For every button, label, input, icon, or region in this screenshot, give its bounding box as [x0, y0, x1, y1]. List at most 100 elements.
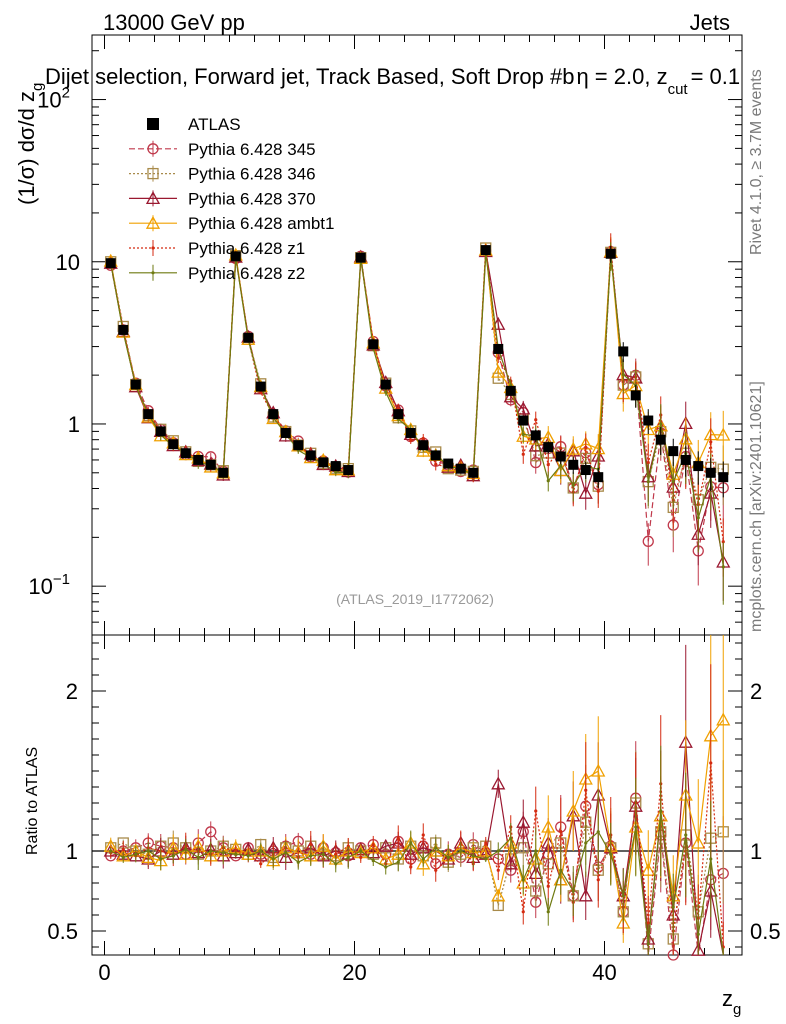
- ratio-point: [584, 788, 588, 792]
- ratio-point: [691, 942, 706, 956]
- atlas-data-point: [318, 457, 329, 468]
- atlas-data-point: [168, 439, 179, 450]
- ratio-point: [696, 932, 700, 936]
- atlas-data-point: [355, 252, 366, 263]
- atlas-data-point: [143, 409, 154, 420]
- y-tick-label: 102: [37, 85, 70, 113]
- ratio-point: [409, 841, 413, 845]
- ratio-point: [121, 847, 125, 852]
- legend-marker: [147, 167, 159, 180]
- data-point: [721, 540, 725, 544]
- ratio-point: [141, 850, 156, 864]
- atlas-data-point: [268, 409, 279, 420]
- ratio-panel-frame: [91, 634, 743, 956]
- legend: ATLAS Pythia 6.428 345 Pythia 6.428 346 Pyt…: [129, 115, 334, 283]
- atlas-data-point: [155, 426, 166, 437]
- ratio-point: [346, 855, 350, 860]
- ratio-point: [634, 825, 638, 829]
- ratio-point: [534, 849, 538, 853]
- legend-label: Pythia 6.428 345: [188, 140, 316, 159]
- ratio-point: [596, 878, 600, 882]
- ratio-point: [671, 905, 675, 909]
- ratio-point: [121, 855, 125, 860]
- data-point: [546, 463, 550, 467]
- ratio-axis-ticks: 0 20 40 0.5 0.5 1 1 2 2: [47, 635, 781, 985]
- ratio-point: [171, 854, 175, 858]
- ratio-line: [110, 798, 724, 956]
- ratio-line: [110, 762, 724, 948]
- legend-label: Pythia 6.428 346: [188, 165, 316, 184]
- atlas-data-point: [493, 343, 504, 354]
- atlas-data-point: [130, 379, 141, 390]
- main-axis-ticks: 10−1 1 10 102: [28, 35, 742, 636]
- atlas-data-point: [380, 379, 391, 390]
- ratio-line: [110, 719, 724, 924]
- atlas-data-point: [505, 385, 516, 396]
- legend-marker: [151, 271, 155, 275]
- atlas-data-point: [418, 440, 429, 451]
- data-points-layer: [105, 245, 729, 498]
- atlas-data-point: [668, 446, 679, 457]
- ratio-point: [334, 862, 338, 866]
- ratio-series-layer: [103, 635, 731, 961]
- ratio-line: [110, 810, 724, 956]
- data-point: [491, 364, 506, 378]
- legend-label: Pythia 6.428 z1: [188, 239, 305, 258]
- atlas-data-point: [555, 451, 566, 462]
- series-346: [105, 238, 729, 538]
- ratio-point: [609, 852, 613, 856]
- energy-label: 13000 GeV pp: [103, 10, 245, 35]
- plot-title: Dijet selection, Forward jet, Track Base…: [45, 64, 740, 98]
- y-tick-label: 10−1: [28, 571, 70, 599]
- ratio-point: [334, 852, 338, 856]
- ratio-point: [571, 889, 575, 893]
- ratio-point: [559, 830, 563, 834]
- ratio-point: [546, 884, 550, 888]
- atlas-data-point: [568, 459, 579, 470]
- series-line: [110, 251, 724, 563]
- atlas-data-point: [105, 258, 116, 269]
- atlas-data-point: [193, 454, 204, 465]
- atlas-data-point: [455, 463, 466, 474]
- data-point: [591, 441, 606, 455]
- ratio-point: [516, 814, 531, 828]
- atlas-data-point: [618, 346, 629, 357]
- atlas-data-point: [580, 465, 591, 476]
- x-tick-label: 20: [342, 960, 366, 985]
- data-point: [496, 356, 500, 360]
- ratio-point: [234, 852, 238, 856]
- ratio-point: [296, 860, 300, 864]
- legend-atlas-label: ATLAS: [188, 115, 241, 134]
- y-tick-label: 10: [56, 250, 80, 275]
- ratio-point: [371, 859, 375, 863]
- main-series-layer: [103, 233, 731, 605]
- data-point: [709, 440, 713, 444]
- legend-marker: [145, 215, 161, 229]
- ratio-point: [159, 857, 163, 861]
- ratio-point: [421, 857, 425, 861]
- ratio-point: [434, 868, 438, 872]
- atlas-data-point: [518, 415, 529, 426]
- ratio-point: [534, 809, 538, 813]
- series-z1: [109, 233, 725, 577]
- x-tick-label: 0: [98, 960, 110, 985]
- ratio-point: [509, 836, 513, 840]
- data-point: [334, 470, 338, 474]
- ratio-point: [646, 942, 650, 946]
- legend-atlas-marker: [147, 118, 159, 130]
- ratio-point: [184, 847, 188, 852]
- ratio-point: [521, 910, 525, 914]
- data-point: [434, 462, 438, 467]
- atlas-data-point: [468, 467, 479, 478]
- atlas-data-point: [280, 427, 291, 438]
- ratio-point: [221, 851, 225, 855]
- atlas-data-point: [405, 427, 416, 438]
- atlas-data-point: [543, 442, 554, 453]
- data-point: [516, 401, 531, 415]
- analysis-id: (ATLAS_2019_I1772062): [336, 591, 494, 607]
- legend-marker: [151, 246, 155, 250]
- ratio-point: [234, 849, 238, 853]
- ratio-point: [641, 862, 656, 876]
- atlas-data-point: [393, 409, 404, 420]
